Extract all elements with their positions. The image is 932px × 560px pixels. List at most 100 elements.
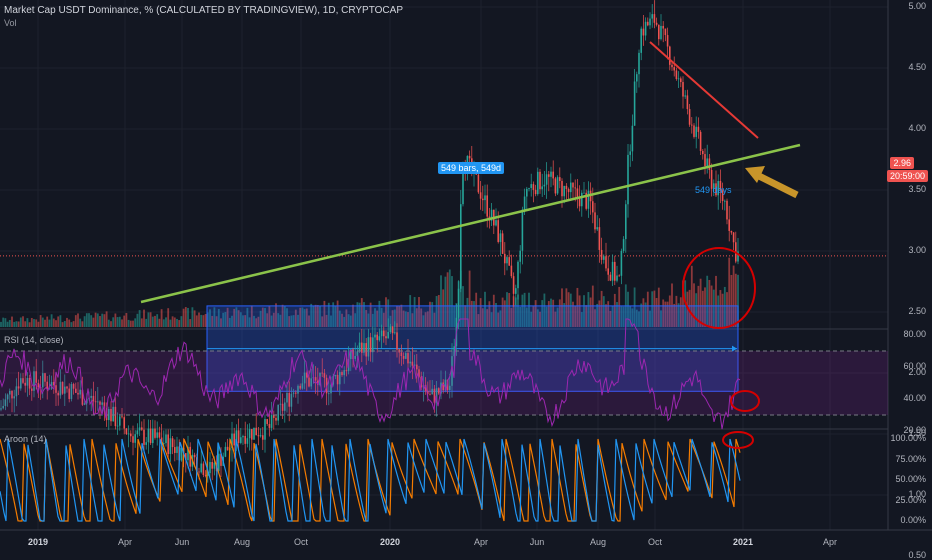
volume-bar bbox=[354, 313, 357, 327]
candle-body bbox=[572, 182, 574, 188]
aroon-tick: 100.00% bbox=[890, 433, 926, 443]
volume-bar bbox=[44, 319, 46, 327]
candle-body bbox=[134, 434, 136, 443]
candle-body bbox=[462, 164, 464, 205]
volume-bar bbox=[178, 320, 181, 327]
candle-body bbox=[77, 392, 79, 395]
candle-body bbox=[28, 377, 31, 389]
volume-bar bbox=[235, 307, 238, 327]
candle-body bbox=[534, 189, 537, 195]
aroon-label[interactable]: Aroon (14) bbox=[4, 434, 47, 444]
candle-body bbox=[70, 384, 73, 399]
volume-bar bbox=[297, 314, 299, 327]
volume-bar bbox=[376, 310, 379, 327]
candle-body bbox=[376, 334, 378, 341]
candle-body bbox=[33, 371, 35, 391]
candle-body bbox=[156, 432, 158, 438]
volume-bar bbox=[420, 308, 423, 327]
candle-body bbox=[583, 192, 585, 194]
candle-body bbox=[521, 209, 524, 251]
candle-body bbox=[66, 386, 68, 389]
candle-body bbox=[638, 52, 640, 75]
volume-bar bbox=[453, 305, 456, 327]
volume-bar bbox=[356, 302, 359, 327]
volume-bar bbox=[50, 314, 53, 327]
volume-bar bbox=[77, 313, 79, 327]
volume-bar bbox=[569, 293, 572, 327]
volume-bar bbox=[68, 319, 71, 327]
aroon-tick: 50.00% bbox=[895, 474, 926, 484]
volume-bar bbox=[413, 297, 416, 327]
volume-bar bbox=[72, 321, 75, 327]
candle-body bbox=[482, 198, 484, 201]
candle-body bbox=[160, 437, 163, 444]
volume-bar bbox=[657, 287, 660, 327]
candle-body bbox=[6, 394, 9, 400]
candle-body bbox=[145, 442, 147, 445]
volume-bar bbox=[6, 321, 9, 327]
volume-bar bbox=[576, 287, 579, 327]
volume-bar bbox=[79, 318, 82, 327]
volume-bar bbox=[266, 313, 269, 327]
candle-body bbox=[682, 82, 684, 97]
rsi-label[interactable]: RSI (14, close) bbox=[4, 335, 64, 345]
candle-body bbox=[541, 186, 543, 190]
volume-bar bbox=[92, 317, 95, 327]
candle-body bbox=[581, 192, 583, 207]
candle-body bbox=[193, 454, 196, 458]
candle-body bbox=[517, 261, 519, 289]
candle-body bbox=[383, 330, 385, 337]
candle-body bbox=[264, 419, 266, 440]
volume-bar bbox=[679, 297, 682, 327]
volume-bar bbox=[13, 321, 16, 327]
volume-bar bbox=[605, 304, 607, 327]
candle-body bbox=[495, 220, 497, 226]
volume-bar bbox=[486, 309, 489, 327]
time-tick: 2019 bbox=[27, 537, 49, 547]
candle-body bbox=[528, 187, 530, 189]
volume-bar bbox=[404, 311, 407, 327]
volume-bar bbox=[275, 303, 277, 327]
volume-bar bbox=[462, 286, 464, 327]
candle-body bbox=[180, 447, 183, 461]
volume-bar bbox=[653, 290, 656, 327]
aroon-circle bbox=[722, 431, 754, 449]
candle-body bbox=[288, 392, 290, 407]
candle-body bbox=[680, 78, 682, 83]
candle-body bbox=[220, 453, 222, 466]
candle-body bbox=[204, 474, 207, 476]
volume-bar bbox=[517, 294, 519, 327]
candle-body bbox=[20, 378, 22, 389]
volume-bar bbox=[33, 319, 35, 327]
volume-label[interactable]: Vol bbox=[4, 18, 17, 28]
volume-bar bbox=[440, 275, 442, 327]
volume-bar bbox=[646, 291, 649, 327]
volume-bar bbox=[594, 309, 596, 327]
candle-body bbox=[50, 382, 53, 389]
candle-body bbox=[402, 356, 405, 359]
candle-body bbox=[2, 405, 4, 409]
candle-body bbox=[321, 372, 323, 374]
volume-bar bbox=[147, 312, 150, 327]
volume-bar bbox=[704, 287, 706, 327]
volume-bar bbox=[497, 312, 500, 327]
volume-bar bbox=[558, 299, 561, 327]
volume-bar bbox=[288, 316, 291, 327]
candle-body bbox=[501, 233, 504, 254]
volume-bar bbox=[83, 316, 86, 327]
last-price-tag: 2.96 bbox=[890, 157, 914, 169]
volume-bar bbox=[411, 313, 414, 327]
candle-body bbox=[438, 388, 440, 394]
price-tick: 3.00 bbox=[908, 245, 926, 255]
chart-title[interactable]: Market Cap USDT Dominance, % (CALCULATED… bbox=[4, 5, 403, 16]
candle-body bbox=[407, 353, 409, 364]
candle-body bbox=[26, 377, 29, 386]
candle-body bbox=[702, 150, 704, 155]
volume-bar bbox=[448, 269, 451, 327]
volume-bar bbox=[719, 290, 722, 327]
volume-bar bbox=[371, 313, 374, 327]
volume-bar bbox=[15, 321, 18, 327]
candle-body bbox=[728, 219, 730, 231]
candle-body bbox=[567, 188, 570, 193]
rsi-band bbox=[0, 351, 888, 415]
